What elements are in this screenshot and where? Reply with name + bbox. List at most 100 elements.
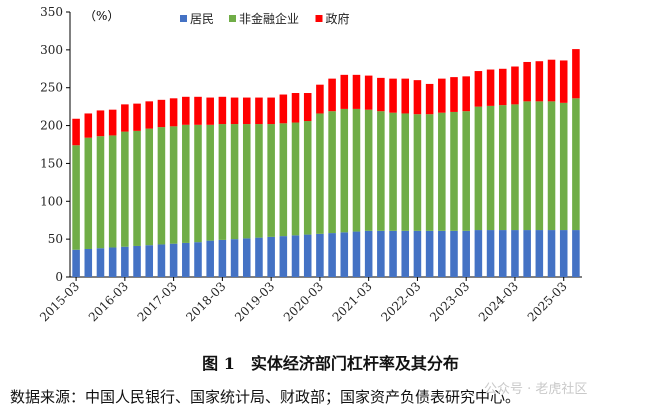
bar-segment-居民-2017-06: [182, 242, 190, 277]
bar-segment-政府-2017-06: [182, 96, 190, 125]
bar-segment-非金融企业-2024-12: [547, 101, 556, 231]
bar-segment-居民-2018-06: [230, 239, 239, 277]
bar-segment-政府-2020-12: [352, 74, 361, 109]
bar-segment-政府-2020-09: [340, 74, 349, 109]
bar-segment-政府-2019-06: [279, 94, 288, 124]
bar-segment-非金融企业-2018-12: [255, 124, 263, 238]
bar-segment-政府-2019-09: [291, 93, 300, 123]
bar-segment-政府-2018-09: [242, 97, 251, 125]
bar-segment-非金融企业-2019-09: [291, 122, 300, 236]
bar-segment-居民-2015-06: [84, 248, 93, 277]
x-tick-label: 2015-03: [37, 279, 82, 324]
bar-segment-居民-2023-03: [462, 230, 470, 277]
bar-segment-非金融企业-2020-09: [340, 108, 349, 233]
bar-segment-政府-2025-03: [559, 60, 568, 103]
bar-segment-非金融企业-2024-06: [523, 101, 531, 231]
bars: [72, 49, 580, 277]
bar-segment-非金融企业-2017-06: [182, 124, 190, 243]
legend-swatch: [315, 15, 323, 22]
bar-segment-非金融企业-2022-09: [438, 112, 446, 231]
bar-segment-居民-2022-12: [450, 230, 458, 277]
bar-segment-居民-2024-03: [511, 230, 519, 277]
bar-segment-居民-2024-12: [547, 230, 556, 277]
bar-segment-政府-2019-03: [267, 97, 275, 125]
bar-segment-非金融企业-2017-12: [206, 124, 214, 241]
bar-segment-政府-2021-03: [364, 75, 373, 110]
bar-segment-政府-2015-06: [84, 113, 93, 138]
bar-segment-政府-2024-12: [547, 59, 556, 102]
bar-segment-政府-2015-03: [72, 118, 80, 146]
bar-segment-居民-2016-06: [133, 245, 141, 277]
bar-segment-非金融企业-2021-12: [401, 113, 410, 231]
bar-segment-非金融企业-2016-12: [157, 127, 166, 245]
bar-segment-非金融企业-2019-03: [267, 124, 275, 237]
bar-segment-居民-2016-12: [157, 244, 166, 277]
x-tick-label: 2025-03: [525, 279, 570, 324]
bar-segment-政府-2022-06: [425, 83, 434, 115]
bar-segment-居民-2023-06: [474, 230, 483, 277]
bar-segment-居民-2020-03: [316, 233, 324, 277]
y-tick-label: 250: [40, 81, 63, 95]
x-tick-label: 2020-03: [281, 279, 326, 324]
bar-segment-居民-2021-09: [389, 230, 397, 277]
bar-segment-居民-2020-06: [328, 233, 336, 277]
x-tick-label: 2019-03: [232, 279, 277, 324]
y-tick-label: 0: [55, 270, 63, 284]
bar-segment-非金融企业-2019-12: [303, 121, 312, 235]
bar-segment-非金融企业-2024-03: [511, 104, 519, 231]
bar-segment-政府-2024-03: [511, 66, 519, 105]
bar-segment-非金融企业-2025-03: [559, 102, 568, 231]
bar-segment-政府-2023-12: [498, 68, 507, 106]
bar-segment-居民-2020-09: [340, 232, 349, 277]
bar-segment-非金融企业-2023-06: [474, 106, 483, 231]
bar-segment-非金融企业-2018-03: [218, 124, 227, 240]
bar-segment-政府-2017-09: [194, 96, 202, 125]
watermark: 公众号 · 老虎社区: [484, 382, 588, 397]
bar-segment-非金融企业-2019-06: [279, 123, 288, 237]
bar-segment-政府-2024-09: [535, 61, 544, 102]
bar-segment-非金融企业-2015-12: [108, 135, 117, 248]
bar-segment-居民-2018-03: [218, 239, 227, 277]
bar-segment-政府-2021-12: [401, 78, 410, 114]
x-axis: 2015-03 2016-03 2017-03 2018-03 2019-03 2020-…: [37, 276, 582, 324]
bar-segment-居民-2021-12: [401, 230, 410, 277]
bar-segment-政府-2024-06: [523, 61, 531, 102]
bar-segment-居民-2025-06: [572, 230, 580, 277]
bar-segment-非金融企业-2022-12: [450, 111, 458, 231]
bar-segment-政府-2017-12: [206, 97, 214, 125]
bar-segment-居民-2017-03: [169, 243, 178, 277]
legend-label: 政府: [326, 11, 350, 26]
y-unit-label: （%）: [84, 9, 119, 23]
bar-segment-非金融企业-2021-09: [389, 112, 397, 231]
bar-segment-政府-2016-09: [145, 101, 154, 129]
bar-segment-政府-2019-12: [303, 93, 312, 122]
stacked-bar-chart: 0 50 100 150 200 250 300 350 2015-03 2016-03 2017…: [37, 5, 582, 324]
bar-segment-居民-2022-03: [413, 230, 422, 277]
bar-segment-非金融企业-2023-03: [462, 111, 470, 231]
legend: 居民 非金融企业 政府: [180, 11, 350, 26]
y-tick-label: 350: [40, 5, 63, 19]
bar-segment-非金融企业-2020-03: [316, 113, 324, 234]
bar-segment-居民-2025-03: [559, 230, 568, 277]
bar-segment-非金融企业-2021-06: [377, 111, 385, 231]
bar-segment-非金融企业-2018-06: [230, 124, 239, 240]
bar-segment-居民-2022-09: [438, 230, 446, 277]
bar-segment-政府-2023-03: [462, 76, 470, 112]
x-tick-label: 2016-03: [86, 279, 131, 324]
bar-segment-政府-2016-06: [133, 103, 141, 131]
x-tick-label: 2022-03: [378, 279, 423, 324]
legend-label: 居民: [190, 12, 214, 26]
bar-segment-居民-2016-03: [121, 246, 129, 277]
bar-segment-政府-2022-09: [438, 78, 446, 113]
y-tick-label: 100: [40, 194, 63, 208]
legend-swatch: [180, 15, 187, 22]
bar-segment-非金融企业-2025-06: [572, 98, 580, 231]
bar-segment-居民-2016-09: [145, 245, 154, 277]
x-tick-label: 2021-03: [330, 279, 375, 324]
y-tick-label: 300: [40, 43, 63, 57]
bar-segment-居民-2024-09: [535, 230, 544, 277]
x-tick-label: 2018-03: [183, 279, 228, 324]
bar-segment-政府-2016-03: [121, 104, 129, 132]
bar-segment-非金融企业-2024-09: [535, 101, 544, 231]
bar-segment-非金融企业-2021-03: [364, 109, 373, 231]
